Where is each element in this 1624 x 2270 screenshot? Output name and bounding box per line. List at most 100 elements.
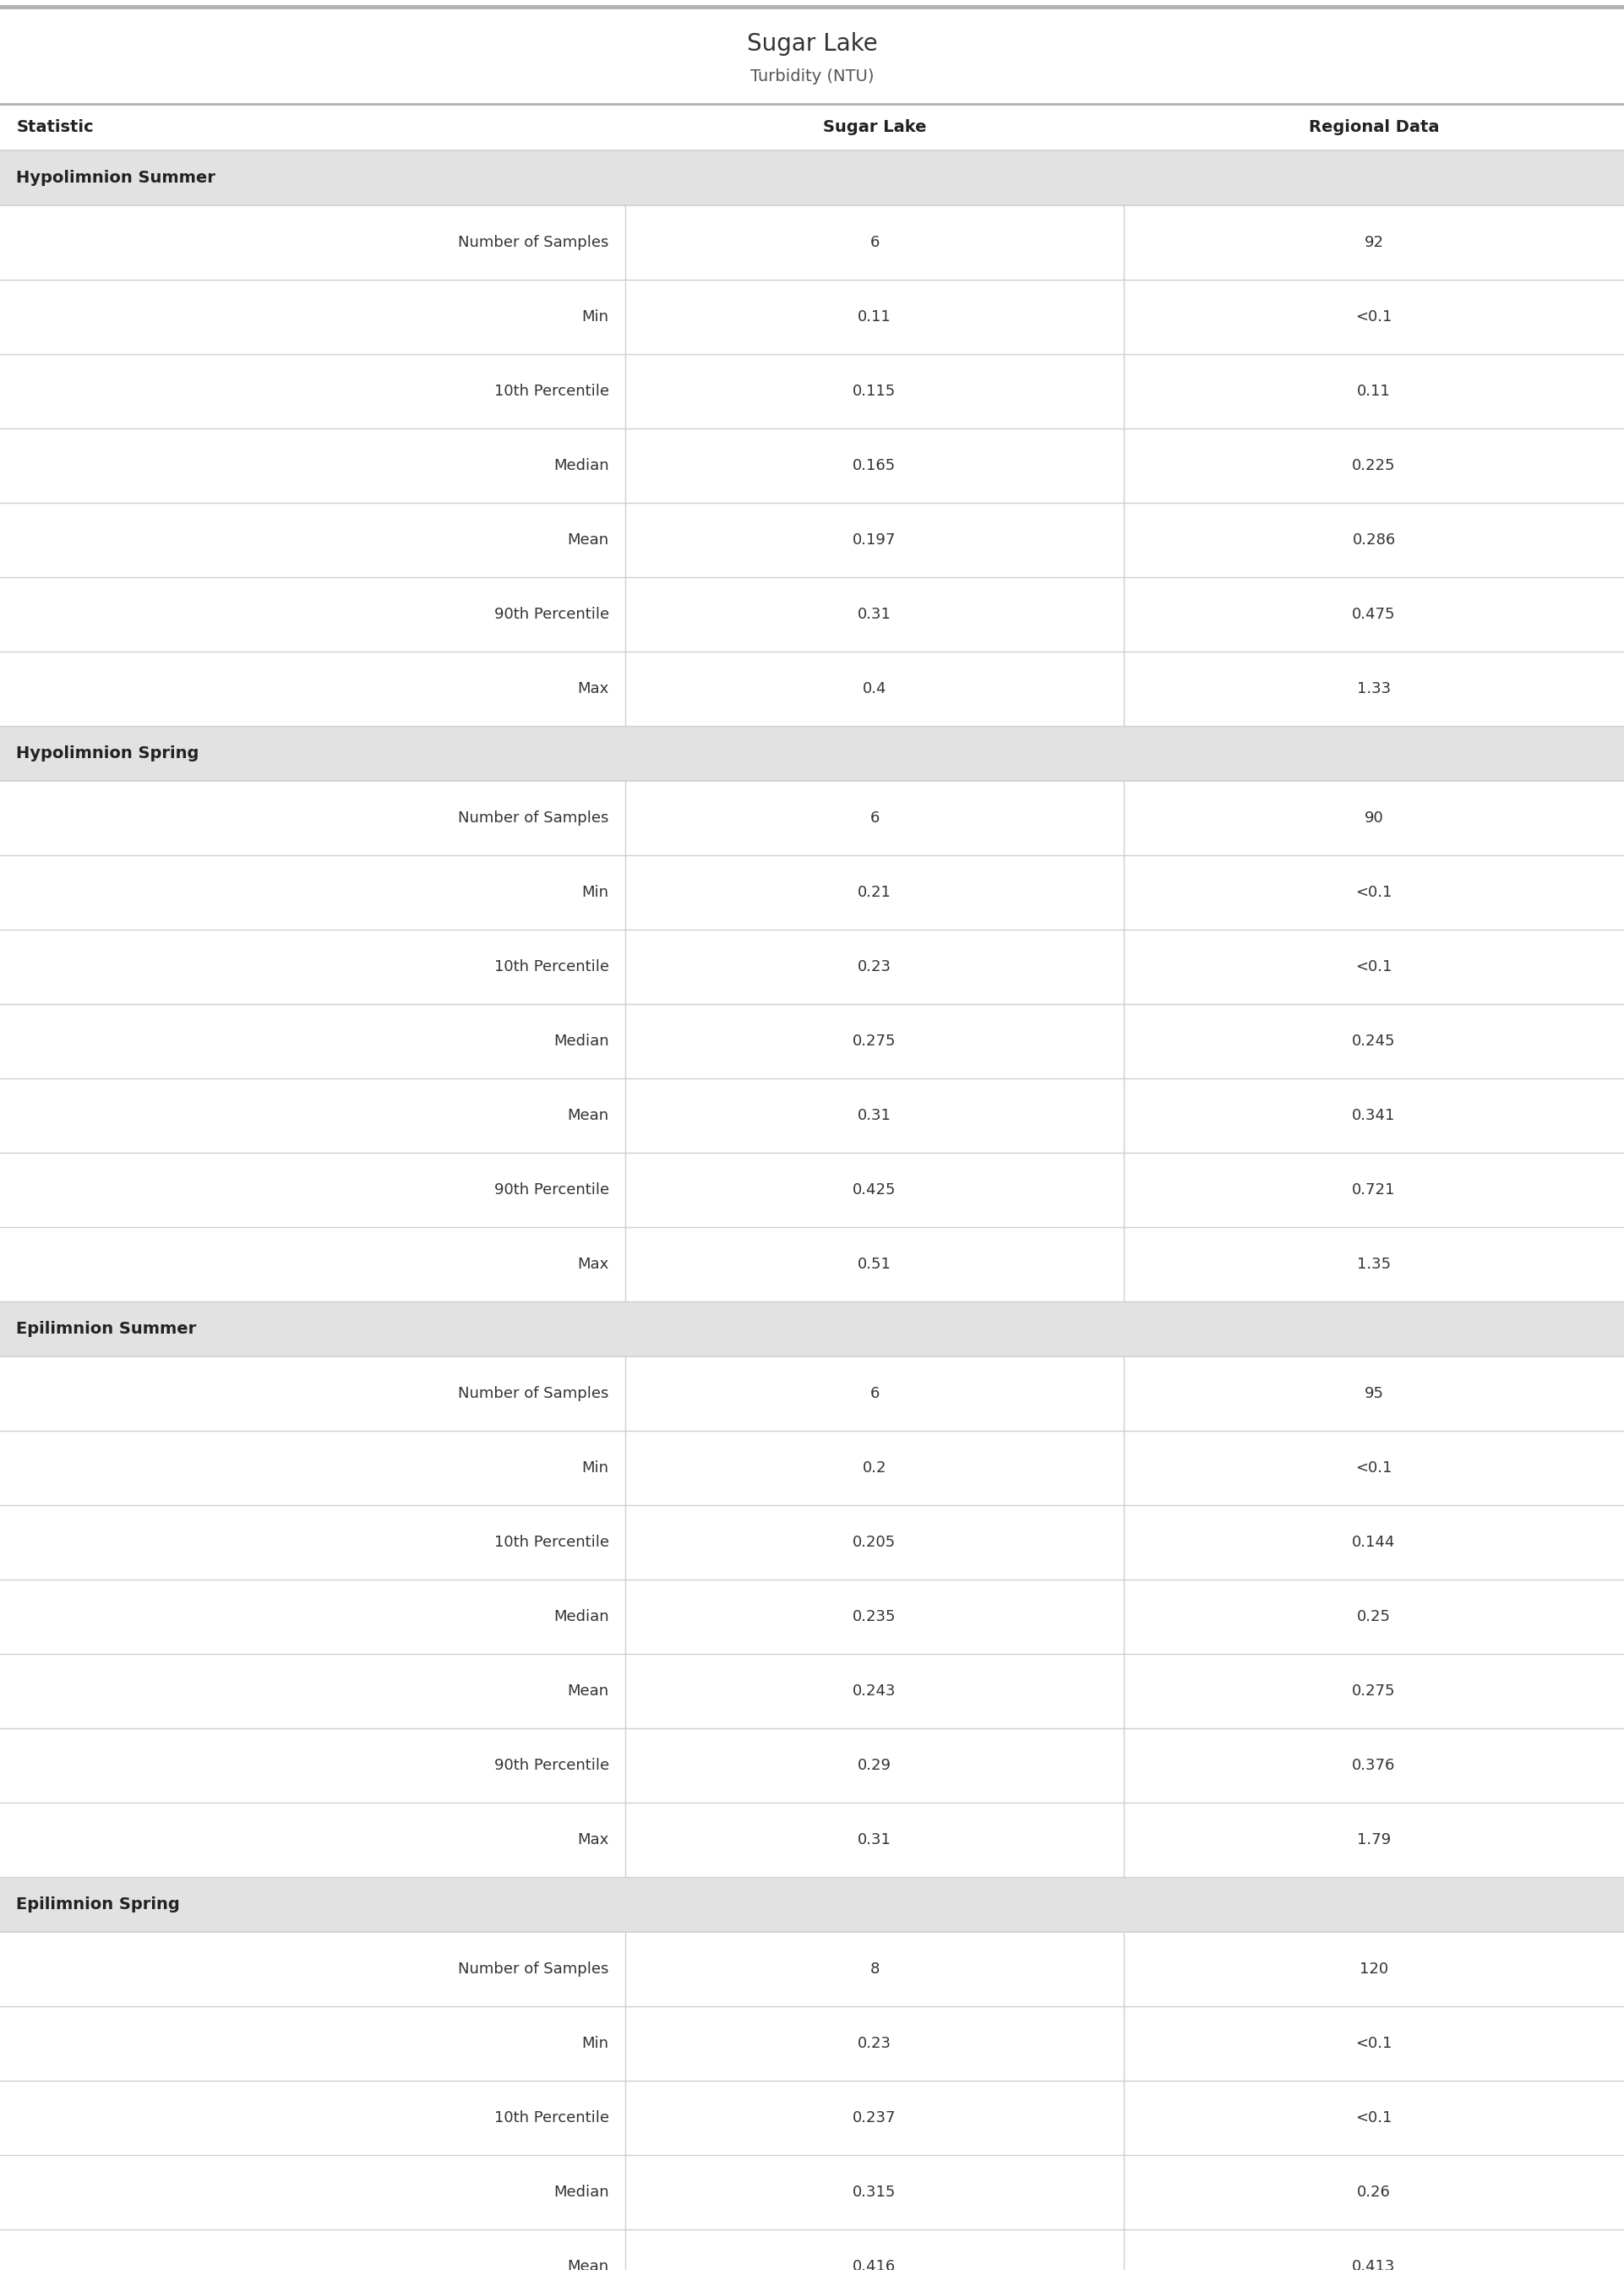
Text: Min: Min xyxy=(581,2036,609,2052)
Text: Min: Min xyxy=(581,885,609,901)
Text: 0.26: 0.26 xyxy=(1358,2184,1390,2200)
Text: 0.225: 0.225 xyxy=(1353,459,1395,472)
Bar xyxy=(0,150,1624,204)
Text: Mean: Mean xyxy=(567,533,609,547)
Text: 0.11: 0.11 xyxy=(1358,384,1390,400)
Text: Epilimnion Spring: Epilimnion Spring xyxy=(16,1895,180,1914)
Text: 0.144: 0.144 xyxy=(1353,1535,1395,1550)
Text: 0.475: 0.475 xyxy=(1353,606,1395,622)
Text: 0.205: 0.205 xyxy=(853,1535,896,1550)
Bar xyxy=(0,429,1624,504)
Text: 0.243: 0.243 xyxy=(853,1684,896,1698)
Text: Number of Samples: Number of Samples xyxy=(458,1387,609,1401)
Text: 0.2: 0.2 xyxy=(862,1460,887,1476)
Text: 0.21: 0.21 xyxy=(857,885,892,901)
Text: <0.1: <0.1 xyxy=(1356,960,1392,974)
Text: 0.31: 0.31 xyxy=(857,606,892,622)
Text: Number of Samples: Number of Samples xyxy=(458,810,609,826)
Text: 0.376: 0.376 xyxy=(1353,1757,1395,1773)
Text: 0.25: 0.25 xyxy=(1358,1609,1390,1625)
Text: Regional Data: Regional Data xyxy=(1309,118,1439,136)
Bar xyxy=(0,931,1624,1003)
Text: 90th Percentile: 90th Percentile xyxy=(494,1183,609,1199)
Bar xyxy=(0,1078,1624,1153)
Text: 1.33: 1.33 xyxy=(1358,681,1390,697)
Text: 0.31: 0.31 xyxy=(857,1832,892,1848)
Text: 90th Percentile: 90th Percentile xyxy=(494,606,609,622)
Text: 0.341: 0.341 xyxy=(1353,1108,1395,1124)
Bar xyxy=(0,1003,1624,1078)
Text: Mean: Mean xyxy=(567,1108,609,1124)
Text: 1.79: 1.79 xyxy=(1358,1832,1390,1848)
Text: Number of Samples: Number of Samples xyxy=(458,234,609,250)
Text: <0.1: <0.1 xyxy=(1356,885,1392,901)
Text: 0.275: 0.275 xyxy=(1353,1684,1395,1698)
Text: 0.165: 0.165 xyxy=(853,459,896,472)
Text: 90: 90 xyxy=(1364,810,1384,826)
Bar xyxy=(0,2007,1624,2082)
Text: 92: 92 xyxy=(1364,234,1384,250)
Bar xyxy=(0,2229,1624,2270)
Text: 10th Percentile: 10th Percentile xyxy=(494,960,609,974)
Text: 120: 120 xyxy=(1359,1961,1389,1977)
Bar xyxy=(0,856,1624,931)
Text: 0.275: 0.275 xyxy=(853,1033,896,1049)
Text: 0.31: 0.31 xyxy=(857,1108,892,1124)
Bar xyxy=(0,279,1624,354)
Text: 0.23: 0.23 xyxy=(857,2036,892,2052)
Text: Max: Max xyxy=(578,1832,609,1848)
Text: 0.11: 0.11 xyxy=(857,309,892,325)
Text: <0.1: <0.1 xyxy=(1356,2036,1392,2052)
Bar xyxy=(0,1932,1624,2007)
Bar xyxy=(0,1877,1624,1932)
Text: 0.425: 0.425 xyxy=(853,1183,896,1199)
Text: Statistic: Statistic xyxy=(16,118,94,136)
Text: Hypolimnion Summer: Hypolimnion Summer xyxy=(16,170,216,186)
Text: Median: Median xyxy=(554,459,609,472)
Bar xyxy=(0,726,1624,781)
Text: 1.35: 1.35 xyxy=(1358,1258,1390,1271)
Bar xyxy=(0,2154,1624,2229)
Bar xyxy=(0,1357,1624,1430)
Text: 0.286: 0.286 xyxy=(1353,533,1395,547)
Bar xyxy=(0,1505,1624,1580)
Text: 0.51: 0.51 xyxy=(857,1258,892,1271)
Bar xyxy=(0,781,1624,856)
Bar xyxy=(0,204,1624,279)
Bar xyxy=(0,1727,1624,1802)
Text: Min: Min xyxy=(581,309,609,325)
Text: Hypolimnion Spring: Hypolimnion Spring xyxy=(16,745,200,760)
Text: Epilimnion Summer: Epilimnion Summer xyxy=(16,1321,197,1337)
Text: 95: 95 xyxy=(1364,1387,1384,1401)
Text: Max: Max xyxy=(578,1258,609,1271)
Text: 0.23: 0.23 xyxy=(857,960,892,974)
Bar xyxy=(0,354,1624,429)
Text: 0.235: 0.235 xyxy=(853,1609,896,1625)
Text: <0.1: <0.1 xyxy=(1356,2111,1392,2125)
Bar xyxy=(0,1430,1624,1505)
Text: 0.721: 0.721 xyxy=(1353,1183,1395,1199)
Text: Median: Median xyxy=(554,1033,609,1049)
Text: Median: Median xyxy=(554,2184,609,2200)
Text: 6: 6 xyxy=(870,1387,879,1401)
Text: 8: 8 xyxy=(870,1961,879,1977)
Bar xyxy=(0,1153,1624,1228)
Text: Max: Max xyxy=(578,681,609,697)
Text: 90th Percentile: 90th Percentile xyxy=(494,1757,609,1773)
Text: <0.1: <0.1 xyxy=(1356,1460,1392,1476)
Bar xyxy=(0,577,1624,651)
Text: 0.4: 0.4 xyxy=(862,681,887,697)
Text: Min: Min xyxy=(581,1460,609,1476)
Bar xyxy=(0,2082,1624,2154)
Bar xyxy=(0,651,1624,726)
Text: 0.413: 0.413 xyxy=(1353,2259,1395,2270)
Text: Sugar Lake: Sugar Lake xyxy=(823,118,926,136)
Text: 10th Percentile: 10th Percentile xyxy=(494,1535,609,1550)
Text: 0.197: 0.197 xyxy=(853,533,896,547)
Text: 0.115: 0.115 xyxy=(853,384,896,400)
Text: 0.416: 0.416 xyxy=(853,2259,896,2270)
Bar xyxy=(0,1655,1624,1727)
Bar xyxy=(0,1228,1624,1301)
Text: 0.237: 0.237 xyxy=(853,2111,896,2125)
Text: 0.29: 0.29 xyxy=(857,1757,892,1773)
